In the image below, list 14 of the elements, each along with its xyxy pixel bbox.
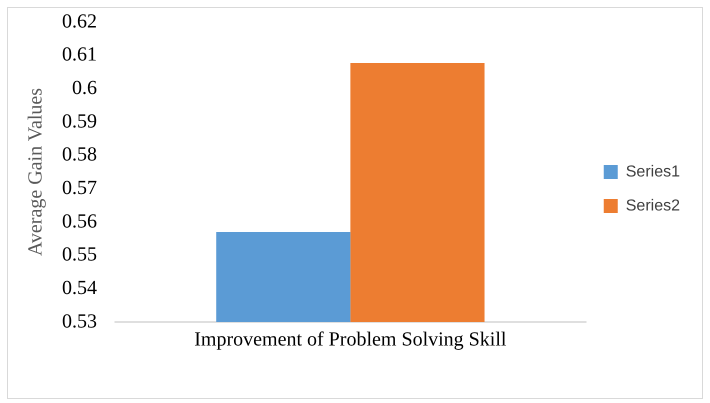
y-tick-label: 0.56 xyxy=(62,210,97,232)
y-tick-label: 0.53 xyxy=(62,310,97,332)
y-tick-label: 0.54 xyxy=(62,276,97,299)
y-tick-label: 0.57 xyxy=(62,176,97,199)
y-tick-label: 0.59 xyxy=(62,110,97,132)
y-tick-label: 0.6 xyxy=(72,76,97,99)
legend-label: Series1 xyxy=(626,163,680,180)
y-axis-title: Average Gain Values xyxy=(24,88,46,256)
y-tick-label: 0.55 xyxy=(62,244,97,266)
x-tick-label: Improvement of Problem Solving Skill xyxy=(194,328,507,350)
legend-label: Series2 xyxy=(626,197,680,214)
y-tick-label: 0.62 xyxy=(62,10,97,32)
y-tick-label: 0.61 xyxy=(62,44,97,66)
y-tick-label: 0.58 xyxy=(62,144,97,166)
